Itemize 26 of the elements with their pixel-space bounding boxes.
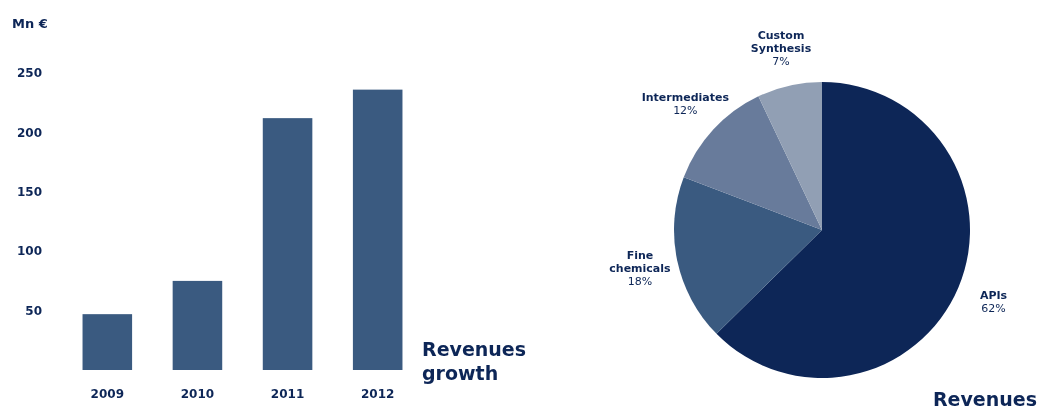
slice-label: Fine chemicals <box>609 248 672 275</box>
data-label: 18% <box>627 274 653 288</box>
bar <box>262 118 313 370</box>
y-tick-label: 200 <box>16 125 42 140</box>
y-tick-label: 150 <box>16 185 42 199</box>
bar <box>172 280 223 370</box>
y-tick-label: 250 <box>16 66 42 81</box>
slice-label: APIs <box>979 288 1008 302</box>
y-tick-label: 50 <box>25 303 42 318</box>
pie-slice <box>674 177 822 334</box>
x-tick-label: 2012 <box>360 387 395 401</box>
text: Revenues growth <box>422 338 527 384</box>
x-tick-label: 2010 <box>180 387 215 401</box>
data-label: 7% <box>772 55 790 69</box>
slice-label: Intermediates <box>641 90 730 104</box>
data-label: 12% <box>673 103 698 117</box>
bar <box>352 89 403 370</box>
text: Revenues <box>932 388 1038 410</box>
data-label: 62% <box>981 301 1006 315</box>
bar <box>82 314 133 370</box>
slice-label: Custom Synthesis <box>750 29 812 56</box>
pie-slice <box>758 82 822 230</box>
y-axis-title: Mn € <box>12 16 48 31</box>
y-tick-label: 100 <box>16 244 42 259</box>
x-tick-label: 2009 <box>90 387 125 401</box>
x-tick-label: 2011 <box>270 387 305 401</box>
